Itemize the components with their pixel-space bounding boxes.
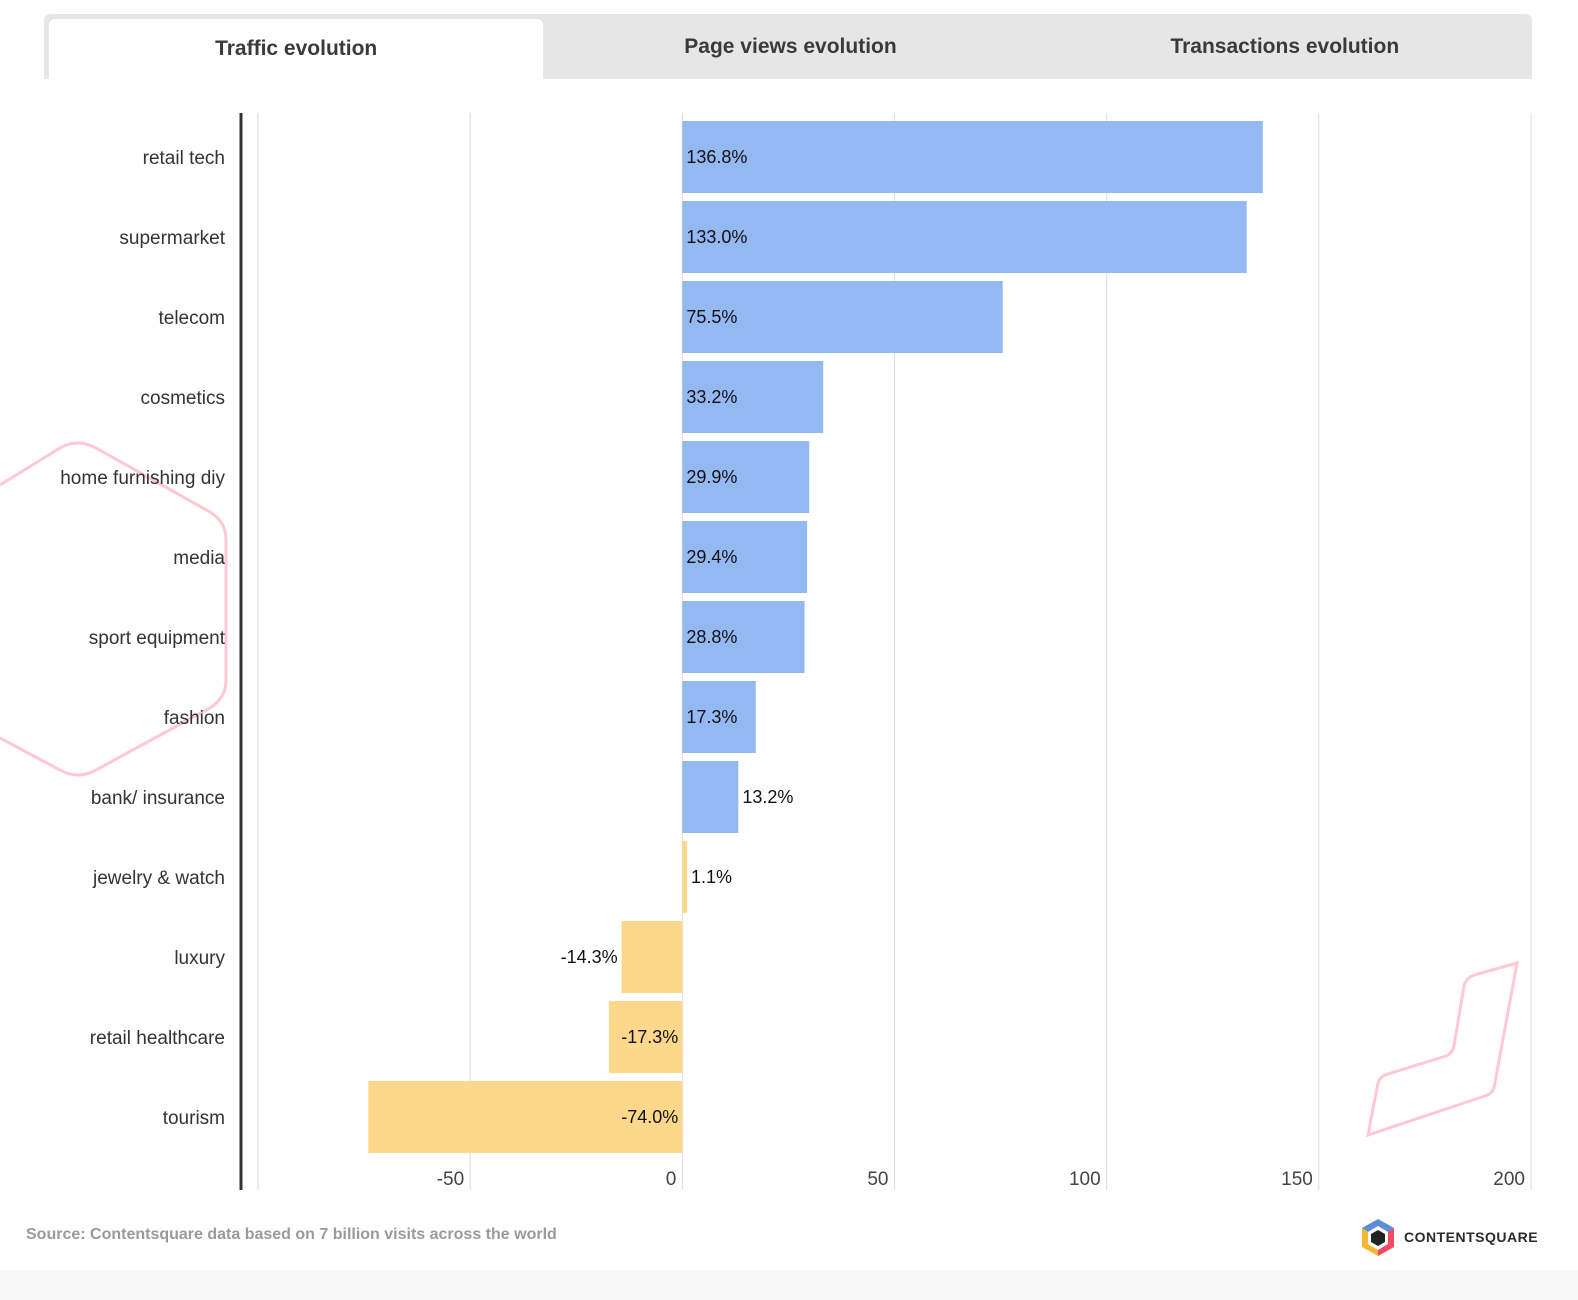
bar	[682, 201, 1247, 273]
category-label: retail tech	[143, 148, 225, 169]
category-label: retail healthcare	[90, 1028, 225, 1049]
x-tick-label: 100	[1069, 1169, 1101, 1190]
category-label: tourism	[163, 1108, 225, 1129]
bar	[621, 921, 683, 993]
contentsquare-logo: CONTENTSQUARE	[1360, 1218, 1538, 1256]
parallelogram-decoration	[1366, 960, 1519, 1138]
bar	[682, 441, 810, 513]
footer-band	[0, 1270, 1578, 1300]
bar	[682, 521, 808, 593]
bar	[682, 121, 1263, 193]
bar	[682, 601, 805, 673]
contentsquare-logo-icon	[1362, 1219, 1394, 1256]
tab-bar: Traffic evolution Page views evolution T…	[44, 14, 1532, 79]
tab-page-views-evolution[interactable]: Page views evolution	[684, 34, 897, 58]
category-label: sport equipment	[89, 628, 226, 649]
bar	[368, 1081, 683, 1153]
logo-text: CONTENTSQUARE	[1404, 1229, 1539, 1245]
data-label: 33.2%	[686, 387, 737, 407]
tab-transactions-evolution[interactable]: Transactions evolution	[1170, 34, 1400, 58]
bar	[608, 1001, 683, 1073]
bar-chart: -50 0 50 100 150 200 retail tech 136.8% supermar…	[0, 113, 1532, 1190]
x-tick-label: -50	[437, 1169, 464, 1190]
data-label: 136.8%	[686, 147, 747, 167]
tab-traffic-evolution[interactable]: Traffic evolution	[49, 19, 544, 79]
x-tick-label: 50	[867, 1169, 888, 1190]
category-label: fashion	[164, 708, 225, 729]
data-label: 133.0%	[686, 227, 747, 247]
category-label: media	[173, 548, 225, 569]
category-label: jewelry & watch	[92, 868, 225, 889]
bar	[682, 761, 739, 833]
data-label: 28.8%	[686, 627, 737, 647]
category-label: supermarket	[119, 228, 225, 249]
source-note: Source: Contentsquare data based on 7 bi…	[26, 1226, 557, 1243]
category-label: bank/ insurance	[91, 788, 225, 809]
bar	[682, 841, 688, 913]
data-label: 1.1%	[691, 867, 732, 887]
bar	[682, 361, 824, 433]
bar	[682, 681, 756, 753]
x-tick-label: 200	[1493, 1169, 1525, 1190]
data-label: 17.3%	[686, 707, 737, 727]
category-label: luxury	[174, 948, 225, 969]
category-label: home furnishing diy	[60, 468, 225, 489]
data-label: -17.3%	[621, 1027, 678, 1047]
bar	[682, 281, 1003, 353]
category-label: cosmetics	[141, 388, 225, 409]
data-label: 29.9%	[686, 467, 737, 487]
x-tick-label: 0	[666, 1169, 677, 1190]
category-label: telecom	[158, 308, 225, 329]
data-label: 29.4%	[686, 547, 737, 567]
x-tick-label: 150	[1281, 1169, 1313, 1190]
data-label: 75.5%	[686, 307, 737, 327]
data-label: -14.3%	[561, 947, 618, 967]
data-label: 13.2%	[742, 787, 793, 807]
data-label: -74.0%	[621, 1107, 678, 1127]
hexagon-decoration	[0, 441, 228, 777]
